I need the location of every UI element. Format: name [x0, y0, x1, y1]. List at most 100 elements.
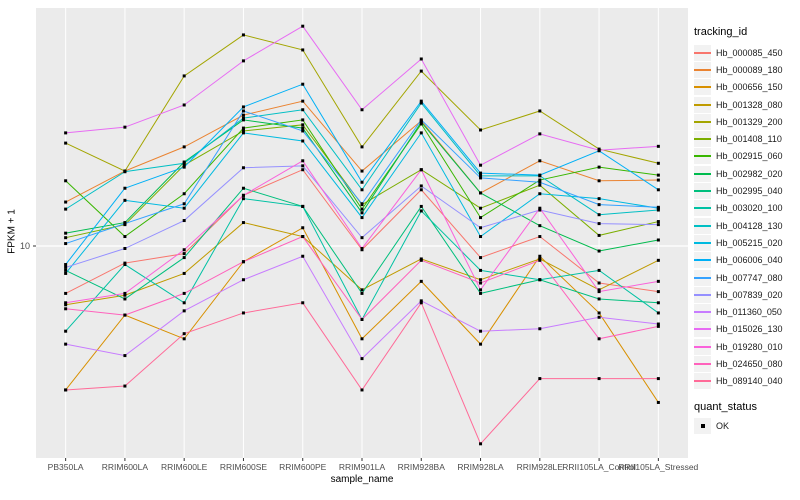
data-point: [360, 216, 364, 220]
data-point: [123, 293, 127, 297]
data-point: [538, 183, 542, 187]
legend-entry-label: Hb_089140_040: [716, 376, 783, 387]
legend-entry-Hb_000656_150: Hb_000656_150: [694, 79, 783, 96]
x-tick-label: RRIM928LE: [517, 462, 564, 472]
legend-entry-label: Hb_019280_010: [716, 341, 783, 352]
y-axis-title: FPKM + 1: [6, 209, 18, 254]
data-point: [182, 163, 186, 167]
data-point: [64, 329, 68, 333]
data-point: [479, 171, 483, 175]
data-point: [182, 74, 186, 78]
data-point: [538, 235, 542, 239]
data-point: [597, 268, 601, 272]
data-point: [597, 222, 601, 226]
legend-key: [694, 61, 711, 78]
legend-key: [694, 338, 711, 355]
x-tick-label: RRIM600PE: [279, 462, 327, 472]
legend-entry-label: Hb_003020_100: [716, 203, 783, 214]
data-point: [64, 179, 68, 183]
data-point: [538, 208, 542, 212]
data-point: [419, 168, 423, 172]
data-point: [656, 208, 660, 212]
data-point: [301, 168, 305, 172]
data-point: [241, 166, 245, 170]
legend-entry-label: Hb_001328_080: [716, 99, 783, 110]
data-point: [182, 337, 186, 341]
data-point: [597, 337, 601, 341]
data-point: [597, 377, 601, 381]
data-point: [479, 329, 483, 333]
data-point: [656, 144, 660, 148]
legend-entry-quant-ok: OK: [694, 417, 783, 434]
legend-entry-Hb_003020_100: Hb_003020_100: [694, 200, 783, 217]
legend-entry-label: OK: [716, 420, 730, 431]
legend-entry-label: Hb_000656_150: [716, 82, 783, 93]
data-point: [419, 131, 423, 135]
data-point: [479, 256, 483, 260]
data-point: [64, 200, 68, 204]
legend-line-swatch: [694, 345, 711, 348]
data-point: [656, 301, 660, 305]
data-point: [419, 118, 423, 122]
data-point: [419, 299, 423, 303]
data-point: [182, 301, 186, 305]
data-point: [182, 332, 186, 336]
data-point: [301, 204, 305, 208]
data-point: [360, 291, 364, 295]
data-point: [597, 249, 601, 253]
data-point: [538, 206, 542, 210]
data-point: [479, 128, 483, 132]
legend-line-swatch: [694, 311, 711, 314]
data-point: [241, 118, 245, 122]
data-point: [241, 197, 245, 201]
data-point: [123, 354, 127, 358]
data-point: [64, 291, 68, 295]
legend-line-swatch: [694, 155, 711, 158]
data-point: [301, 24, 305, 28]
legend-key: [694, 96, 711, 113]
data-point: [182, 248, 186, 252]
legend-entry-Hb_006006_040: Hb_006006_040: [694, 252, 783, 269]
legend-line-swatch: [694, 103, 711, 106]
data-point: [419, 301, 423, 305]
data-point: [538, 132, 542, 136]
data-point: [182, 252, 186, 256]
legend-entry-label: Hb_006006_040: [716, 255, 783, 266]
legend-line-swatch: [694, 51, 711, 54]
x-tick-label: RRIM600LA: [102, 462, 149, 472]
data-point: [419, 57, 423, 61]
legend-entry-Hb_002995_040: Hb_002995_040: [694, 182, 783, 200]
data-point: [241, 311, 245, 315]
gridlines: [36, 8, 688, 458]
legend-entry-Hb_001329_200: Hb_001329_200: [694, 113, 783, 130]
legend-entry-label: Hb_000089_180: [716, 64, 783, 75]
data-point: [419, 69, 423, 73]
data-point: [538, 173, 542, 177]
legend-title-tracking-id: tracking_id: [694, 26, 748, 38]
data-point: [241, 113, 245, 117]
data-point: [301, 129, 305, 133]
data-point: [360, 246, 364, 250]
data-point: [360, 357, 364, 361]
data-point: [597, 213, 601, 217]
data-point: [656, 178, 660, 182]
data-point: [241, 33, 245, 37]
data-point: [656, 205, 660, 209]
legend-entry-Hb_007839_020: Hb_007839_020: [694, 286, 783, 303]
data-point: [597, 290, 601, 294]
data-point: [479, 288, 483, 292]
data-point: [419, 204, 423, 208]
data-point: [360, 108, 364, 112]
legend-key: [694, 252, 711, 269]
legend-line-swatch: [694, 138, 711, 141]
data-point: [419, 209, 423, 213]
data-point: [301, 159, 305, 163]
legend-line-swatch: [694, 172, 711, 175]
data-point: [479, 342, 483, 346]
legend-entry-Hb_001328_080: Hb_001328_080: [694, 96, 783, 113]
data-point: [301, 301, 305, 305]
legend-entry-Hb_015026_130: Hb_015026_130: [694, 321, 783, 338]
data-point: [182, 202, 186, 206]
data-point: [597, 281, 601, 285]
data-point: [597, 315, 601, 319]
